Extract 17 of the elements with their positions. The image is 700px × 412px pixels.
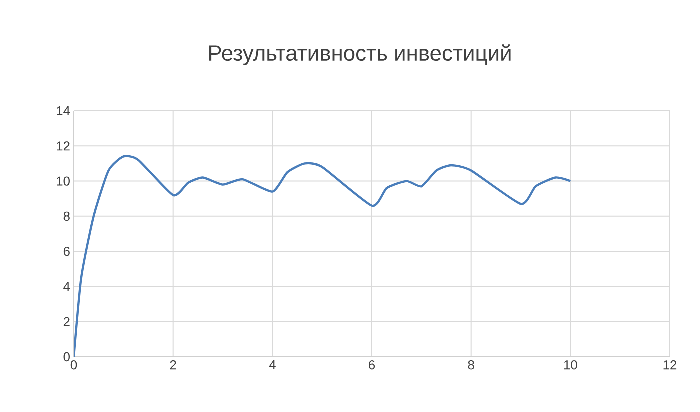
x-tick-label: 6 (369, 360, 376, 370)
chart-title: Результативность инвестиций (210, 44, 511, 66)
y-tick-label: 12 (57, 142, 70, 151)
y-tick-label: 2 (64, 317, 70, 326)
y-tick-label: 8 (64, 212, 70, 222)
x-tick-label: 4 (269, 360, 276, 370)
y-tick-label: 6 (64, 246, 70, 256)
x-tick-label: 12 (664, 360, 677, 370)
x-tick-label: 8 (468, 360, 474, 370)
x-tick-label: 0 (70, 360, 78, 370)
x-tick-label: 10 (564, 360, 578, 370)
y-tick-label: 4 (64, 282, 70, 292)
y-tick-label: 0 (64, 352, 70, 362)
y-tick-label: 10 (57, 176, 70, 186)
line-series (74, 155, 572, 357)
x-tick-label: 2 (170, 360, 176, 370)
y-tick-label: 14 (57, 106, 70, 116)
